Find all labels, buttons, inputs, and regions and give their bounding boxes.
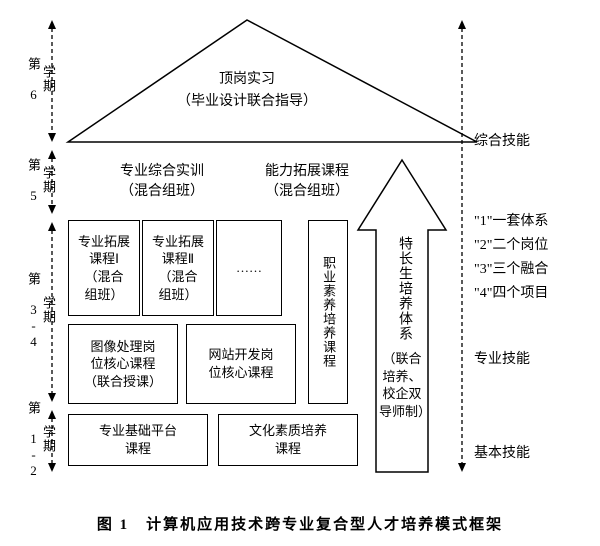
arrow-title: 特长生培养体系 bbox=[394, 236, 414, 341]
right-label-2: "2"二个岗位 bbox=[474, 234, 584, 254]
semester-label-0: 学期 bbox=[39, 65, 58, 93]
framework-diagram: 第 6学期第 5学期第 3-4学期第 1-2学期顶岗实习（毕业设计联合指导）专业… bbox=[12, 12, 588, 509]
box-career: 职业素养培养课程 bbox=[308, 220, 348, 404]
right-label-4: "4"四个项目 bbox=[474, 282, 584, 302]
sem5-l0a: 专业综合实训 bbox=[92, 160, 232, 180]
figure-caption: 图 1 计算机应用技术跨专业复合型人才培养模式框架 bbox=[12, 513, 588, 534]
roof-line1: 顶岗实习 bbox=[177, 68, 317, 88]
box-img: 图像处理岗 位核心课程 （联合授课） bbox=[68, 324, 178, 404]
arrow-sub: （联合培养、校企双导师制） bbox=[379, 350, 425, 420]
right-label-0: 综合技能 bbox=[474, 130, 584, 150]
roof-line2: （毕业设计联合指导） bbox=[157, 90, 337, 110]
right-label-3: "3"三个融合 bbox=[474, 258, 584, 278]
right-label-5: 专业技能 bbox=[474, 348, 584, 368]
semester-label-2: 学期 bbox=[39, 296, 58, 324]
semester-label-1: 学期 bbox=[39, 166, 58, 194]
semester-label-3: 学期 bbox=[39, 425, 58, 453]
sem5-l1b: （混合组班） bbox=[237, 180, 377, 200]
sem5-l0b: （混合组班） bbox=[92, 180, 232, 200]
box-dots: …… bbox=[216, 220, 282, 316]
sem5-l1a: 能力拓展课程 bbox=[237, 160, 377, 180]
box-ext1: 专业拓展 课程Ⅰ （混合 组班） bbox=[68, 220, 140, 316]
right-label-6: 基本技能 bbox=[474, 442, 584, 462]
right-label-1: "1"一套体系 bbox=[474, 210, 584, 230]
box-ext2: 专业拓展 课程Ⅱ （混合 组班） bbox=[142, 220, 214, 316]
box-web: 网站开发岗 位核心课程 bbox=[186, 324, 296, 404]
box-culture: 文化素质培养 课程 bbox=[218, 414, 358, 466]
box-base: 专业基础平台 课程 bbox=[68, 414, 208, 466]
